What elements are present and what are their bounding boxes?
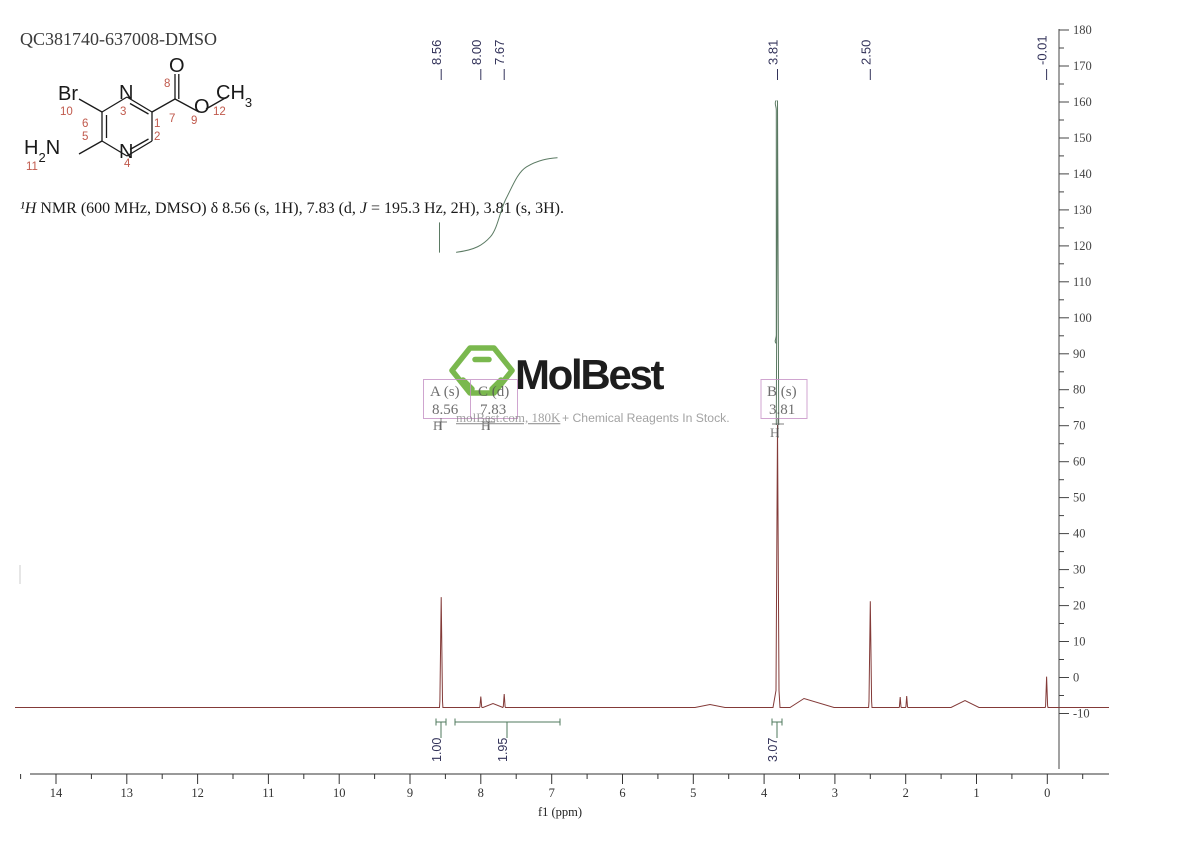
svg-text:9: 9 bbox=[407, 786, 413, 800]
svg-text:6: 6 bbox=[619, 786, 625, 800]
svg-text:10: 10 bbox=[333, 786, 346, 800]
svg-text:1: 1 bbox=[973, 786, 979, 800]
svg-text:14: 14 bbox=[50, 786, 63, 800]
svg-text:0: 0 bbox=[1044, 786, 1050, 800]
svg-text:5: 5 bbox=[690, 786, 696, 800]
svg-text:7: 7 bbox=[549, 786, 555, 800]
svg-text:4: 4 bbox=[761, 786, 768, 800]
svg-text:13: 13 bbox=[121, 786, 134, 800]
svg-text:3: 3 bbox=[832, 786, 838, 800]
svg-text:11: 11 bbox=[262, 786, 274, 800]
svg-text:1.95: 1.95 bbox=[496, 738, 510, 762]
svg-text:8: 8 bbox=[478, 786, 484, 800]
svg-text:f1 (ppm): f1 (ppm) bbox=[538, 805, 582, 819]
svg-text:12: 12 bbox=[191, 786, 204, 800]
svg-text:3.07: 3.07 bbox=[766, 738, 780, 762]
svg-text:1.00: 1.00 bbox=[430, 738, 444, 762]
svg-text:2: 2 bbox=[903, 786, 909, 800]
